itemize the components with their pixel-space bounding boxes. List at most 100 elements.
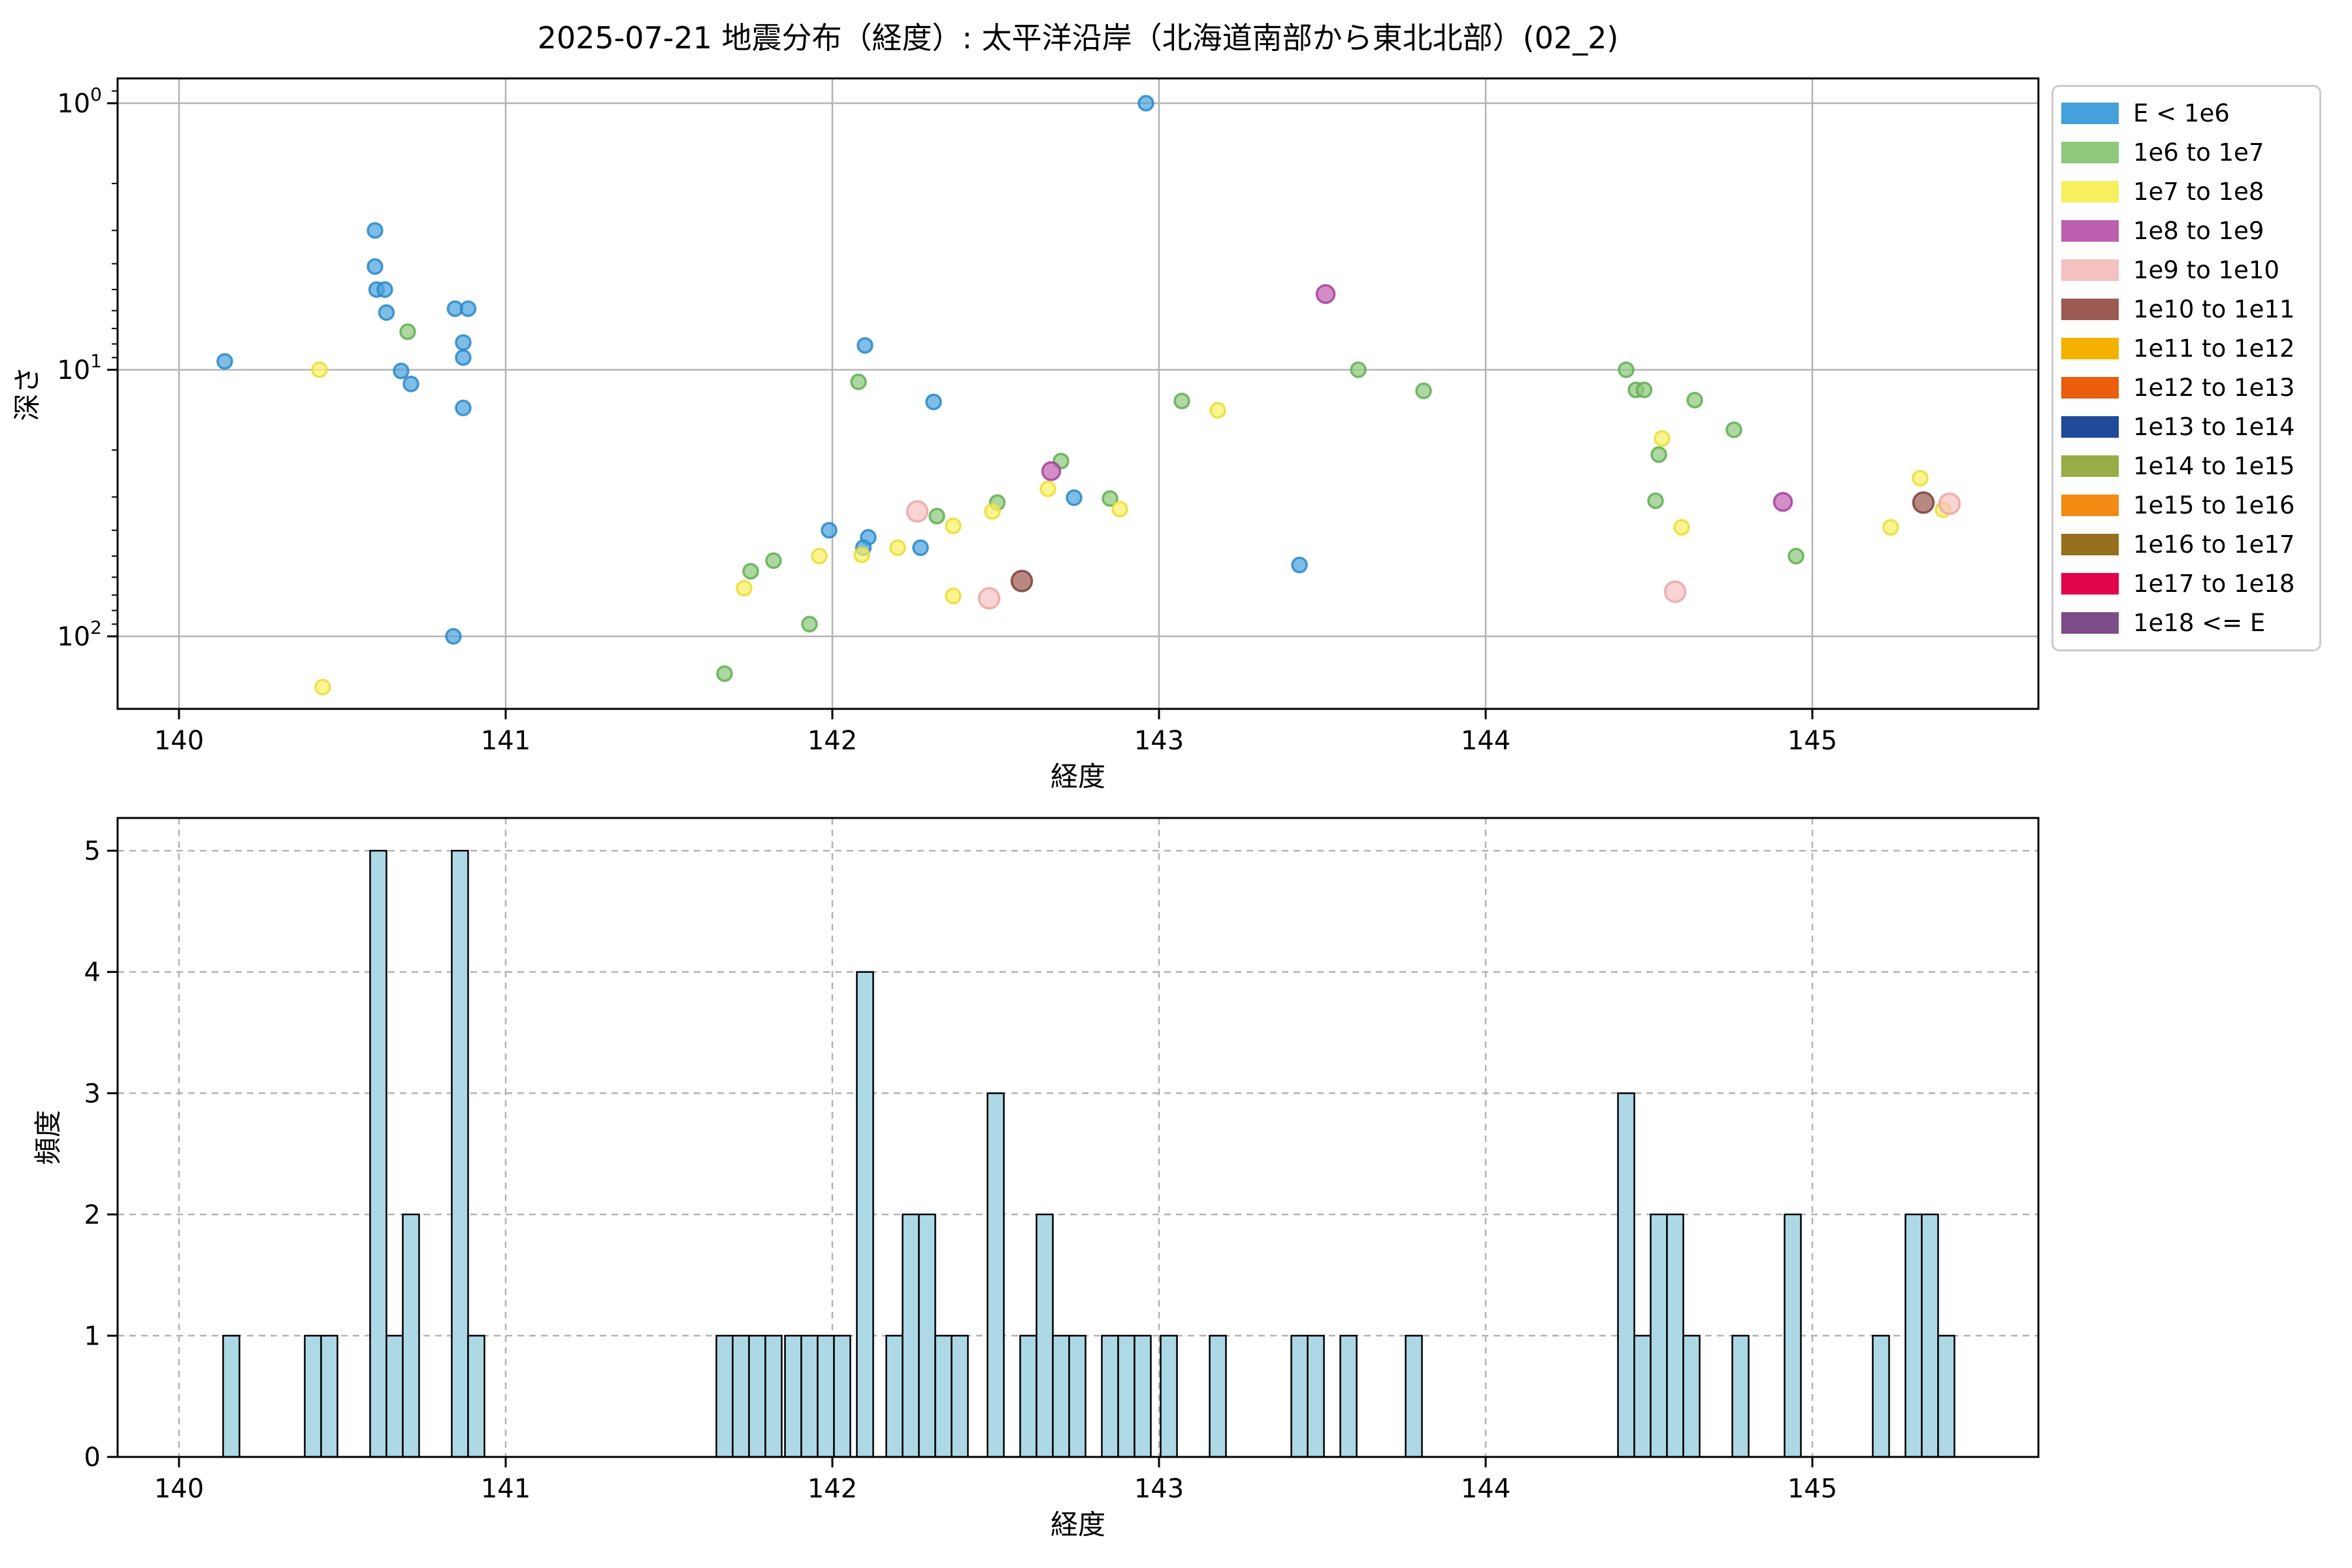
histogram-gridlines — [118, 818, 2038, 1457]
legend-item: 1e15 to 1e16 — [2061, 489, 2319, 523]
legend-label: 1e11 to 1e12 — [2133, 334, 2295, 363]
legend-item: 1e9 to 1e10 — [2061, 253, 2319, 287]
scatter-point — [1137, 95, 1154, 112]
x-tick-label: 143 — [1134, 1474, 1184, 1504]
scatter-gridlines — [118, 78, 2038, 709]
legend-label: 1e14 to 1e15 — [2133, 452, 2295, 481]
legend-item: 1e17 to 1e18 — [2061, 567, 2319, 601]
scatter-points — [216, 95, 1961, 696]
legend-swatch — [2061, 259, 2119, 281]
legend-label: 1e13 to 1e14 — [2133, 413, 2295, 442]
histogram-bar — [1160, 1335, 1178, 1458]
y-tick-label: 5 — [84, 836, 101, 866]
scatter-point — [1788, 547, 1805, 564]
histogram-bar — [1134, 1335, 1152, 1458]
scatter-point — [1882, 519, 1899, 536]
scatter-point — [1912, 470, 1929, 487]
histogram-bar — [748, 1335, 766, 1458]
scatter-point — [906, 500, 929, 523]
histogram-plot-border — [116, 817, 2040, 1458]
y-tick-label: 1 — [84, 1321, 101, 1351]
scatter-point — [455, 349, 472, 367]
histogram-bar — [467, 1335, 485, 1458]
scatter-point — [765, 552, 782, 569]
scatter-point — [925, 393, 942, 410]
scatter-point — [857, 336, 874, 354]
x-tick-label: 143 — [1134, 726, 1184, 756]
scatter-point — [928, 508, 945, 525]
legend-swatch — [2061, 298, 2119, 320]
scatter-series-0 — [216, 95, 1308, 645]
histogram-bar — [1921, 1213, 1939, 1458]
y-tick-label: 2 — [84, 1200, 101, 1230]
y-tick-label: 101 — [57, 350, 102, 385]
scatter-point — [821, 521, 838, 539]
histogram-bar — [918, 1213, 936, 1458]
histogram-bar — [784, 1335, 802, 1458]
legend-label: 1e15 to 1e16 — [2133, 491, 2295, 520]
scatter-point — [1209, 402, 1226, 419]
legend-swatch — [2061, 376, 2119, 399]
histogram-bar — [885, 1335, 904, 1458]
legend-swatch — [2061, 102, 2119, 124]
scatter-point — [1647, 492, 1664, 510]
scatter-point — [1102, 490, 1119, 507]
legend-item: 1e18 <= E — [2061, 606, 2319, 640]
histogram-bar — [856, 971, 874, 1458]
histogram-bar — [1052, 1335, 1070, 1458]
histogram-bar — [1036, 1213, 1054, 1458]
scatter-point — [716, 665, 733, 682]
histogram-bar — [732, 1335, 750, 1458]
scatter-point — [459, 300, 477, 318]
scatter-point — [1663, 580, 1687, 603]
histogram-bar — [833, 1335, 851, 1458]
histogram-bar — [1209, 1335, 1227, 1458]
legend-swatch — [2061, 573, 2119, 595]
scatter-series-5 — [1010, 491, 1935, 593]
scatter-point — [1772, 491, 1793, 512]
scatter-ticks — [107, 90, 1814, 719]
y-tick-label: 3 — [84, 1079, 101, 1109]
histogram-bar — [1666, 1213, 1684, 1458]
legend-swatch — [2061, 495, 2119, 517]
histogram-bar — [1872, 1335, 1890, 1458]
histogram-bar — [304, 1335, 322, 1458]
histogram-bar — [1937, 1335, 1955, 1458]
legend-item: 1e12 to 1e13 — [2061, 370, 2319, 404]
scatter-point — [1912, 491, 1935, 514]
legend-swatch — [2061, 220, 2119, 242]
histogram-ylabel: 頻度 — [32, 1110, 64, 1165]
scatter-point — [367, 258, 384, 275]
histogram-bar — [1117, 1335, 1135, 1458]
y-tick-label: 100 — [57, 84, 102, 119]
scatter-point — [945, 587, 962, 604]
histogram-bar — [1068, 1335, 1086, 1458]
histogram-bar — [934, 1335, 953, 1458]
histogram-ticks — [107, 849, 1814, 1467]
histogram-bar — [1682, 1335, 1701, 1458]
scatter-point — [1618, 361, 1635, 378]
histogram-bar — [1339, 1335, 1358, 1458]
x-tick-label: 144 — [1461, 1474, 1511, 1504]
legend-swatch — [2061, 416, 2119, 438]
histogram-bar — [1904, 1213, 1923, 1458]
legend-label: 1e10 to 1e11 — [2133, 295, 2295, 323]
legend-label: 1e7 to 1e8 — [2133, 177, 2264, 206]
histogram-bar — [951, 1335, 969, 1458]
legend-label: 1e17 to 1e18 — [2133, 570, 2295, 598]
scatter-point — [1066, 489, 1083, 506]
scatter-point — [399, 323, 416, 340]
legend-swatch — [2061, 180, 2119, 203]
scatter-point — [1415, 382, 1432, 400]
scatter-point — [393, 363, 410, 380]
legend-item: E < 1e6 — [2061, 96, 2319, 130]
x-tick-label: 145 — [1788, 726, 1837, 756]
legend-item: 1e10 to 1e11 — [2061, 292, 2319, 326]
x-tick-label: 141 — [481, 726, 531, 756]
legend-label: 1e9 to 1e10 — [2133, 255, 2279, 284]
scatter-point — [311, 361, 328, 378]
scatter-point — [853, 546, 870, 564]
scatter-point — [455, 334, 472, 351]
histogram-bar — [1019, 1335, 1037, 1458]
histogram-bar — [320, 1335, 338, 1458]
